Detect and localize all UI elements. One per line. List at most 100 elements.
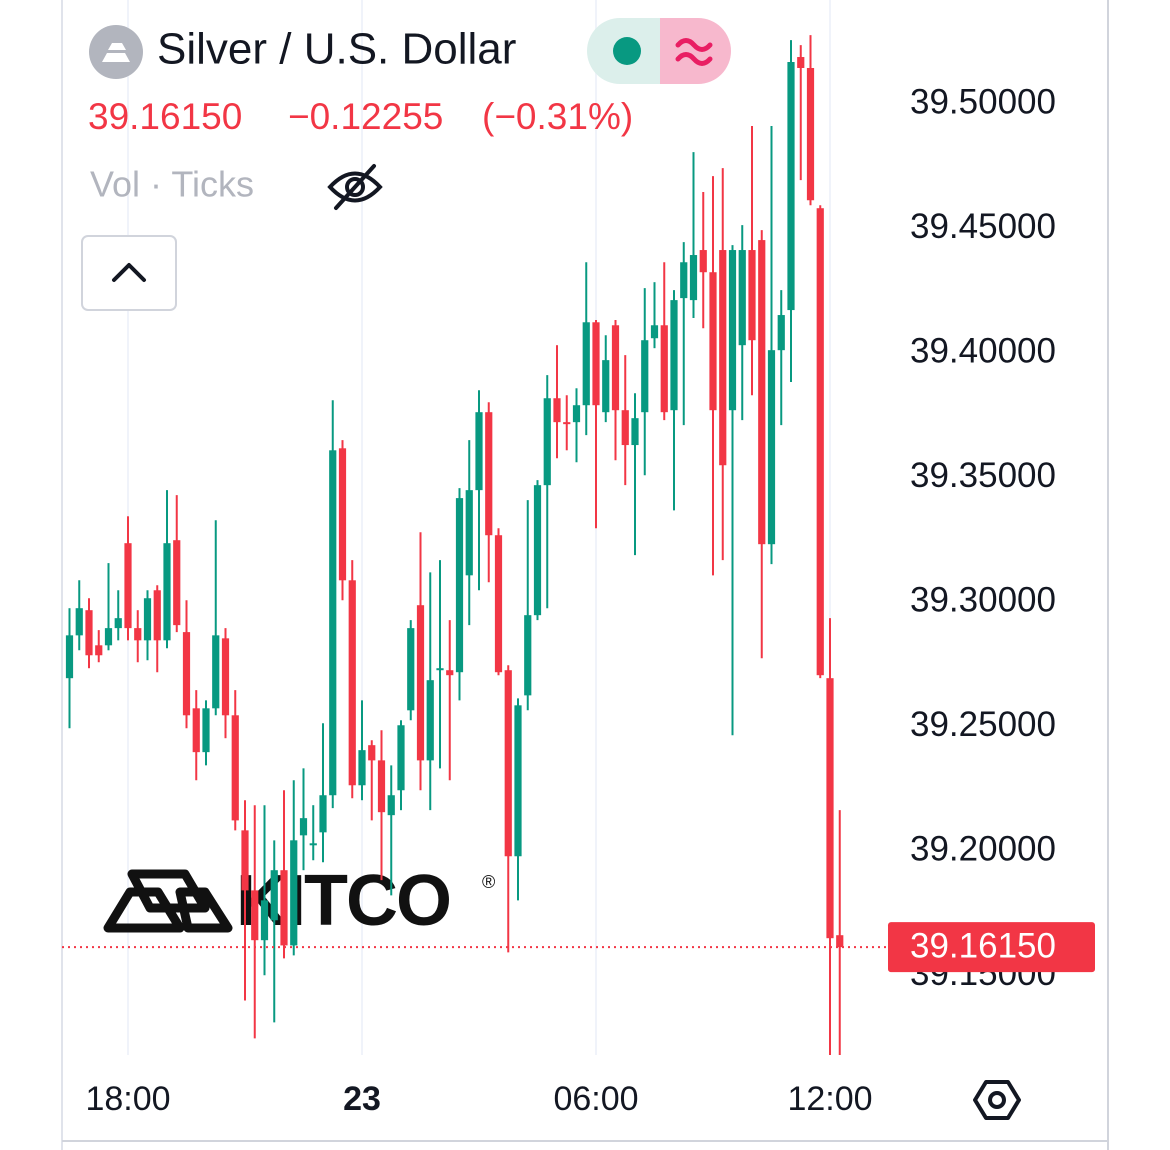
- candle-body: [475, 412, 483, 491]
- candle-body: [231, 715, 239, 821]
- candle-body: [319, 795, 327, 833]
- candle-body: [738, 250, 746, 346]
- candle-body: [75, 608, 83, 636]
- overlay: 39.1500039.2000039.2500039.3000039.35000…: [62, 82, 1095, 1118]
- candle-body: [524, 615, 532, 696]
- candle-body: [436, 668, 444, 671]
- candle-body: [358, 750, 366, 786]
- candle-body: [407, 628, 415, 711]
- candle-body: [270, 870, 278, 921]
- x-tick-label: 18:00: [85, 1080, 170, 1118]
- candle-body: [641, 340, 649, 413]
- candle-body: [114, 618, 122, 629]
- y-tick-label: 39.35000: [910, 456, 1056, 495]
- price: 39.16150: [88, 96, 242, 137]
- price-change: −0.12255: [288, 96, 443, 137]
- symbol-icon-bars: [102, 43, 130, 62]
- symbol-icon: [89, 25, 143, 79]
- candle-body: [465, 490, 473, 576]
- candle-body: [611, 325, 620, 411]
- collapse-button[interactable]: [81, 235, 177, 311]
- candle-body: [553, 398, 561, 423]
- candle-body: [797, 57, 805, 68]
- candle-body: [329, 450, 337, 796]
- candle-body: [280, 870, 288, 946]
- candle-body: [173, 540, 181, 626]
- candle-body: [572, 405, 581, 423]
- indicator-label: Vol · Ticks: [90, 164, 254, 205]
- candle-body: [514, 705, 522, 857]
- candle-body: [348, 580, 356, 786]
- candle-body: [582, 322, 590, 406]
- candle-body: [163, 543, 171, 641]
- candle-body: [221, 638, 230, 716]
- candle-body: [504, 670, 512, 857]
- candle-body: [485, 412, 493, 536]
- candle-body: [143, 598, 152, 641]
- y-tick-label: 39.20000: [910, 830, 1056, 869]
- candle-body: [202, 708, 210, 753]
- candle-body: [85, 610, 93, 656]
- settings-button[interactable]: [973, 1080, 1021, 1120]
- candle-body: [533, 485, 542, 616]
- chart-title: Silver / U.S. Dollar: [157, 25, 516, 74]
- y-tick-label: 39.40000: [910, 331, 1056, 370]
- y-tick-label: 39.45000: [910, 207, 1056, 246]
- candle-body: [153, 590, 161, 641]
- y-tick-label: 39.50000: [910, 82, 1056, 121]
- candle-body: [377, 760, 386, 813]
- candle-body: [260, 900, 269, 941]
- candle-body: [826, 678, 834, 939]
- last-price-box: [888, 922, 1095, 973]
- candle-body: [212, 635, 220, 709]
- candle-body: [592, 322, 600, 406]
- candle-body: [426, 680, 434, 761]
- watermark-registered: ®: [482, 872, 495, 892]
- candle-body: [494, 535, 503, 673]
- candle-body: [104, 628, 113, 646]
- x-tick-label: 12:00: [787, 1080, 872, 1118]
- candle-body: [543, 398, 551, 486]
- candle-body: [777, 315, 785, 351]
- candle-body: [806, 67, 815, 201]
- y-tick-label: 39.25000: [910, 705, 1056, 744]
- hide-indicator-button[interactable]: [327, 164, 383, 210]
- candle-body: [670, 300, 678, 411]
- candle-body: [709, 272, 717, 411]
- candle-body: [836, 935, 844, 948]
- candle-body: [455, 498, 464, 673]
- candle-body: [816, 208, 824, 676]
- candle-body: [290, 840, 298, 946]
- candle-body: [728, 250, 737, 411]
- candle-body: [660, 325, 668, 413]
- candle-body: [602, 360, 610, 413]
- candle-body: [631, 418, 639, 446]
- last-price-label: 39.16150: [910, 926, 1056, 965]
- candle-body: [621, 410, 629, 446]
- candle-body: [699, 250, 707, 273]
- x-tick-label: 23: [343, 1080, 381, 1118]
- candle-body: [134, 628, 142, 641]
- candle-body: [182, 632, 191, 716]
- price-change-percent: (−0.31%): [482, 96, 633, 137]
- status-toggle[interactable]: [587, 18, 731, 84]
- candle-body: [368, 745, 376, 761]
- candle-body: [680, 262, 688, 299]
- candle-body: [748, 250, 756, 341]
- candle-body: [787, 62, 795, 311]
- candle-body: [95, 645, 103, 656]
- candle-body: [241, 830, 249, 891]
- candle-body: [251, 890, 259, 941]
- y-tick-label: 39.30000: [910, 580, 1056, 619]
- candle-body: [563, 422, 571, 425]
- candle-body: [416, 605, 425, 761]
- candle-body: [758, 240, 766, 545]
- candle-body: [689, 255, 698, 301]
- candle-body: [192, 708, 200, 753]
- candle-body: [338, 448, 347, 581]
- candles: [65, 35, 844, 1055]
- candle-body: [650, 325, 659, 339]
- watermark: KITCO ®: [103, 861, 495, 941]
